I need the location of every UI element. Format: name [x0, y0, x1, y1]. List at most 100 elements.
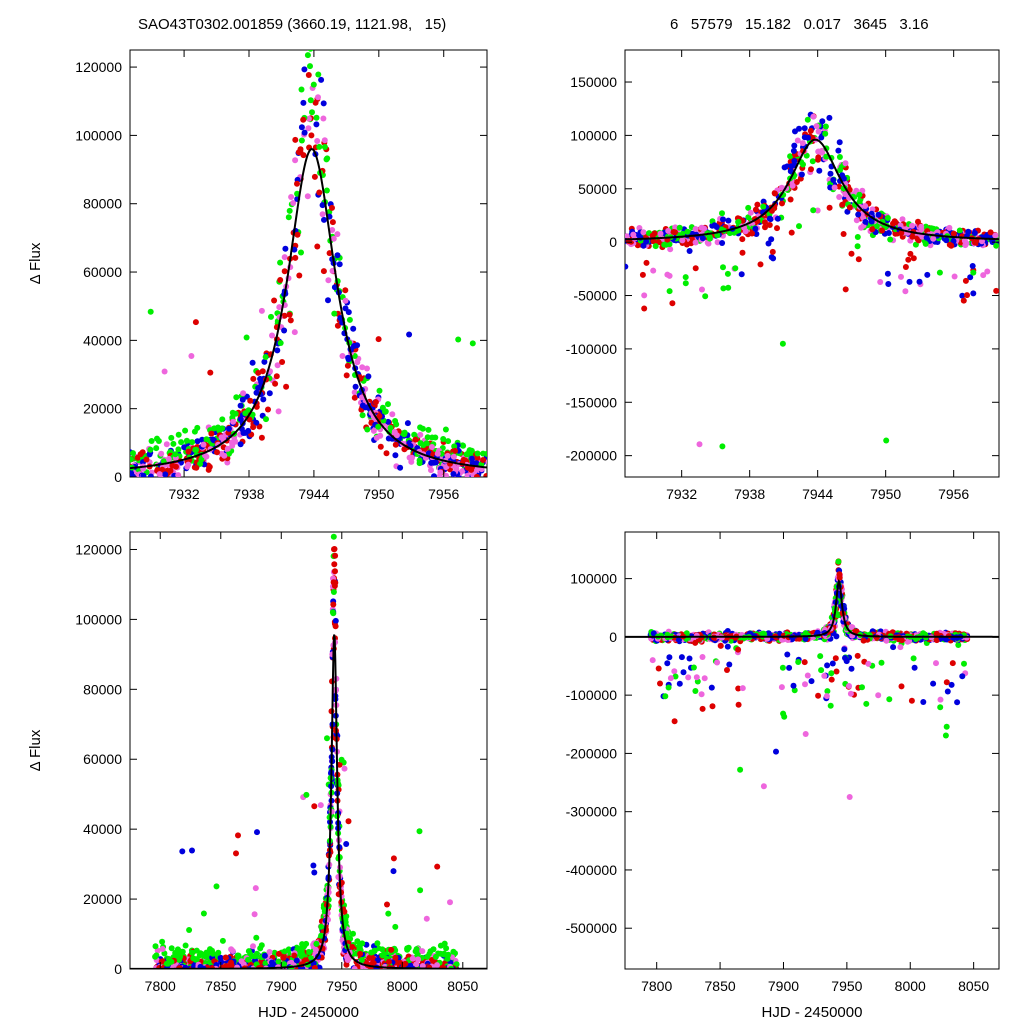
data-point [959, 292, 966, 299]
x-tick-label: 7938 [233, 486, 264, 502]
data-point [916, 278, 923, 285]
data-point [188, 353, 195, 359]
data-point [321, 216, 327, 223]
data-point [324, 735, 330, 742]
data-point [822, 130, 829, 137]
data-point [676, 680, 683, 687]
data-point [761, 630, 767, 637]
data-point [780, 710, 787, 717]
data-point [306, 26, 312, 32]
y-tick-label: 100000 [570, 571, 617, 587]
data-point [240, 430, 247, 436]
data-point [415, 956, 422, 963]
data-point [302, 23, 308, 29]
data-point [693, 674, 700, 681]
data-point [364, 426, 371, 433]
data-point [400, 961, 407, 968]
data-point [313, 114, 320, 121]
data-points [152, 533, 460, 969]
data-point [305, 125, 312, 132]
data-point [321, 144, 328, 150]
y-tick-label: 60000 [83, 751, 122, 767]
model-curve [625, 138, 999, 241]
data-point [676, 636, 682, 643]
data-point [354, 342, 361, 349]
data-point [325, 277, 332, 284]
data-point [332, 617, 339, 624]
data-point [655, 665, 662, 672]
data-point [323, 156, 330, 163]
data-point [909, 222, 916, 229]
data-point [961, 660, 967, 667]
data-point [258, 434, 265, 441]
x-tick-label: 7800 [145, 978, 176, 994]
data-point [686, 248, 693, 254]
data-point [269, 332, 275, 339]
data-point [185, 448, 192, 455]
data-point [907, 250, 914, 257]
data-point [307, 955, 314, 962]
data-point [320, 268, 327, 275]
data-point [747, 209, 754, 216]
data-point [821, 672, 828, 679]
data-point [971, 239, 978, 246]
data-point [778, 684, 785, 691]
data-point [713, 224, 720, 230]
data-point [274, 347, 281, 354]
header-left-title: SAO43T0302.001859 (3660.19, 1121.98, 15) [138, 16, 447, 33]
data-point [392, 954, 399, 961]
y-axis-label: Δ Flux [27, 729, 44, 771]
data-point [902, 264, 909, 270]
data-point [434, 962, 440, 969]
data-point [898, 230, 905, 236]
data-point [232, 410, 239, 417]
data-point [330, 601, 337, 608]
data-point [409, 955, 416, 962]
data-point [829, 660, 836, 667]
data-point [641, 305, 648, 312]
data-point [463, 451, 470, 458]
data-point [412, 436, 419, 443]
data-point [791, 158, 798, 164]
data-point [338, 756, 345, 763]
data-point [795, 659, 802, 665]
data-point [770, 255, 777, 262]
data-point [215, 949, 222, 956]
data-point [451, 443, 458, 450]
data-point [428, 444, 435, 450]
data-point [191, 428, 198, 435]
data-point [671, 718, 678, 725]
data-point [643, 238, 650, 245]
data-point [311, 173, 318, 180]
data-point [189, 847, 195, 854]
y-tick-label: 120000 [75, 541, 122, 557]
data-point [130, 450, 136, 457]
data-point [950, 238, 957, 245]
data-point [404, 946, 411, 953]
data-point [933, 630, 940, 637]
data-point [836, 154, 843, 160]
data-point [351, 965, 358, 969]
data-point [168, 945, 175, 952]
data-points [625, 111, 999, 450]
data-point [754, 201, 761, 208]
data-point [261, 952, 268, 959]
data-point [275, 958, 282, 965]
y-tick-label: 80000 [83, 196, 122, 212]
data-point [259, 368, 266, 375]
data-point [277, 340, 284, 346]
data-point [897, 644, 904, 651]
data-point [147, 473, 154, 477]
data-point [827, 184, 834, 191]
data-point [779, 200, 785, 207]
x-axis-label: HJD - 2450000 [762, 1004, 863, 1021]
data-point [208, 430, 215, 437]
data-point [316, 189, 323, 196]
data-point [274, 362, 281, 369]
data-point [252, 885, 259, 892]
data-point [692, 688, 699, 694]
data-point [198, 456, 205, 463]
data-point [323, 187, 330, 194]
data-point [277, 259, 284, 266]
